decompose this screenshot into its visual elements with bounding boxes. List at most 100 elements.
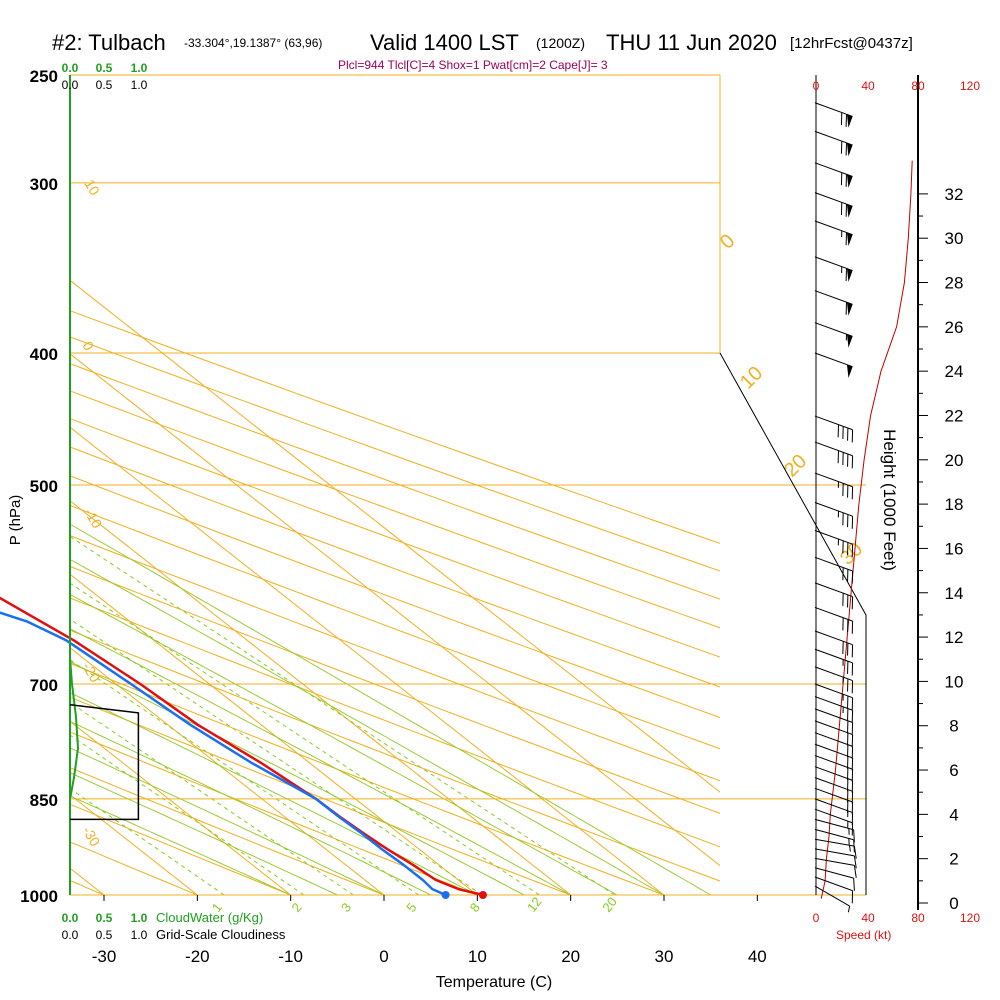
surface-temperature-marker: [478, 891, 487, 899]
dry-adiabat: [70, 535, 720, 782]
temperature-tick-label: 10: [468, 947, 487, 966]
pressure-tick-label: 400: [30, 345, 58, 364]
wind-barb: [814, 502, 854, 529]
mixing-ratio-line: [70, 659, 420, 895]
pressure-tick-label: 300: [30, 175, 58, 194]
dry-adiabat: [70, 446, 720, 688]
temperature-tick-label: 20: [561, 947, 580, 966]
height-tick-label: 18: [945, 495, 964, 514]
height-tick-label: 8: [949, 717, 958, 736]
wind-barb: [814, 556, 854, 584]
wind-barb: [814, 606, 854, 634]
cloudwater-trace: [69, 658, 80, 800]
temperature-tick-label: -20: [185, 947, 210, 966]
cloudiness-tick-bottom: 1.0: [131, 928, 148, 942]
wind-barb: [814, 708, 854, 736]
mixing-ratio-label: 3: [338, 900, 354, 915]
height-tick-label: 26: [945, 318, 964, 337]
height-tick-label: 16: [945, 539, 964, 558]
mixing-ratio-line: [70, 582, 540, 895]
temperature-tick-label: -30: [92, 947, 117, 966]
speed-tick-bottom: 40: [861, 911, 875, 925]
dry-adiabat-label: 10: [81, 177, 103, 199]
forecast-label: [12hrFcst@0437z]: [790, 35, 913, 52]
dry-adiabat: [70, 696, 571, 895]
cloudiness-tick-top: 1.0: [131, 78, 148, 92]
wind-barb: [814, 732, 854, 760]
height-tick-label: 10: [945, 672, 964, 691]
dry-adiabat: [70, 475, 720, 719]
mixing-ratio-line: [70, 701, 354, 895]
height-tick-label: 2: [949, 850, 958, 869]
temperature-tick-label: 0: [379, 947, 388, 966]
wind-barb: [814, 472, 854, 500]
pressure-tick-label: 250: [30, 67, 58, 86]
cloudwater-tick-bottom: 1.0: [131, 911, 148, 925]
height-tick-label: 28: [945, 274, 964, 293]
speed-tick-bottom: 0: [813, 911, 820, 925]
surface-dewpoint-marker: [441, 891, 450, 899]
isotherm-line: [70, 647, 385, 895]
zulu-time: (1200Z): [536, 35, 585, 51]
speed-tick-top: 40: [861, 79, 875, 93]
wind-barb: [814, 808, 854, 836]
wind-barb: [814, 720, 854, 748]
cloudwater-label: CloudWater (g/Kg): [156, 910, 263, 925]
wind-barb: [814, 441, 854, 469]
station-title: #2: Tulbach: [52, 30, 166, 55]
cloudwater-tick-top: 1.0: [131, 61, 148, 75]
moist-adiabat-label: 20: [780, 450, 811, 481]
dry-adiabat-label: -30: [79, 824, 103, 850]
wind-speed-trace: [820, 160, 913, 899]
cloudiness-trace: [69, 704, 140, 821]
dry-adiabat: [70, 731, 478, 895]
moist-adiabat: [70, 692, 478, 895]
wind-barb: [814, 787, 854, 815]
wind-barb: [814, 582, 854, 610]
cloudiness-tick-bottom: 0.5: [96, 928, 113, 942]
height-tick-label: 6: [949, 761, 958, 780]
stability-indices: Plcl=944 Tlcl[C]=4 Shox=1 Pwat[cm]=2 Cap…: [338, 58, 608, 72]
wind-barb: [814, 766, 854, 794]
wind-barb: [814, 828, 855, 853]
cloudiness-label: Grid-Scale Cloudiness: [156, 927, 286, 942]
dry-adiabat: [70, 565, 720, 814]
wind-barb: [814, 256, 853, 282]
height-tick-label: 4: [949, 805, 958, 824]
moist-adiabat: [70, 558, 665, 895]
mixing-ratio-label: 2: [288, 900, 304, 915]
dry-adiabat: [70, 803, 291, 895]
wind-barb: [814, 130, 853, 157]
wind-barb: [814, 777, 854, 804]
wind-barb: [814, 530, 854, 557]
speed-tick-top: 120: [960, 79, 980, 93]
cloudiness-tick-top: 0.0: [62, 78, 79, 92]
cloudwater-tick-bottom: 0.0: [62, 911, 79, 925]
height-tick-label: 24: [945, 362, 964, 381]
wind-barb: [814, 743, 854, 771]
wind-barb: [814, 220, 853, 246]
dry-adiabat: [70, 310, 720, 544]
plot-background-lines: [0, 75, 720, 895]
speed-tick-top: 80: [911, 79, 925, 93]
moist-adiabat: [70, 661, 525, 895]
mixing-ratio-line: [70, 618, 483, 895]
moist-adiabat-label: 10: [736, 362, 767, 393]
isotherm-line: [70, 573, 478, 895]
wind-barb: [814, 885, 851, 913]
wind-barb: [814, 818, 855, 843]
moist-adiabat: [70, 523, 711, 895]
pressure-tick-label: 850: [30, 791, 58, 810]
panel-divider: [719, 352, 867, 895]
wind-barb: [814, 648, 854, 676]
dry-adiabat-label: -10: [81, 506, 105, 532]
dry-adiabat: [70, 629, 720, 882]
dry-adiabat: [70, 504, 720, 750]
height-tick-label: 30: [945, 229, 964, 248]
mixing-ratio-line: [70, 734, 305, 895]
cloudwater-tick-bottom: 0.5: [96, 911, 113, 925]
dry-adiabat: [0, 75, 11, 895]
mixing-ratio-label: 8: [467, 900, 483, 915]
